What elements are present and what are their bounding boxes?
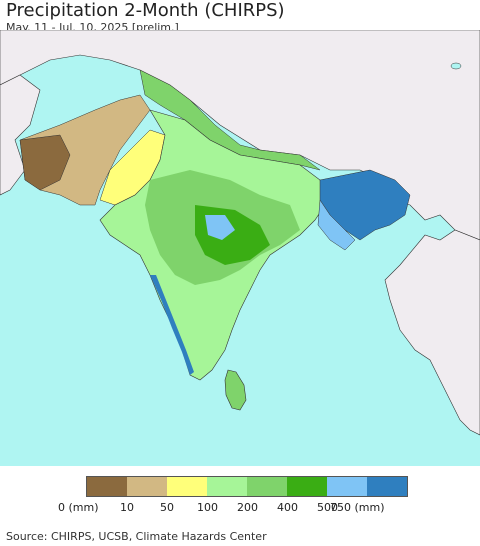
region-sri-lanka — [224, 369, 247, 411]
legend-labels: 0 (mm) 10 50 100 200 400 500 750 (mm) — [58, 501, 416, 515]
legend-swatch-400 — [287, 477, 327, 496]
legend-label: 10 — [120, 501, 134, 514]
legend-label: 500 — [317, 501, 338, 514]
legend-swatch-50 — [167, 477, 207, 496]
region-central-600mm — [205, 215, 235, 240]
legend-swatch-200 — [247, 477, 287, 496]
region-western-ghats — [150, 275, 194, 375]
source-credit: Source: CHIRPS, UCSB, Climate Hazards Ce… — [6, 530, 267, 543]
legend-label: 0 (mm) — [58, 501, 99, 514]
legend-swatch-10 — [127, 477, 167, 496]
legend-color-bar — [86, 476, 408, 497]
region-southwest-arid — [19, 134, 71, 191]
legend-swatch-100 — [207, 477, 247, 496]
legend-swatch-750 — [367, 477, 407, 496]
water-body-marker — [450, 62, 462, 70]
legend-label: 100 — [197, 501, 218, 514]
region-bangladesh — [317, 199, 356, 251]
legend-label: 200 — [237, 501, 258, 514]
legend-swatch-500 — [327, 477, 367, 496]
legend-swatch-0 — [87, 477, 127, 496]
land-outside-west — [0, 74, 41, 196]
legend-label: 750 (mm) — [330, 501, 385, 514]
legend-label: 50 — [160, 501, 174, 514]
page-title: Precipitation 2-Month (CHIRPS) — [6, 0, 285, 21]
legend-label: 400 — [277, 501, 298, 514]
precipitation-map — [0, 30, 480, 466]
land-outside-east — [384, 229, 480, 436]
